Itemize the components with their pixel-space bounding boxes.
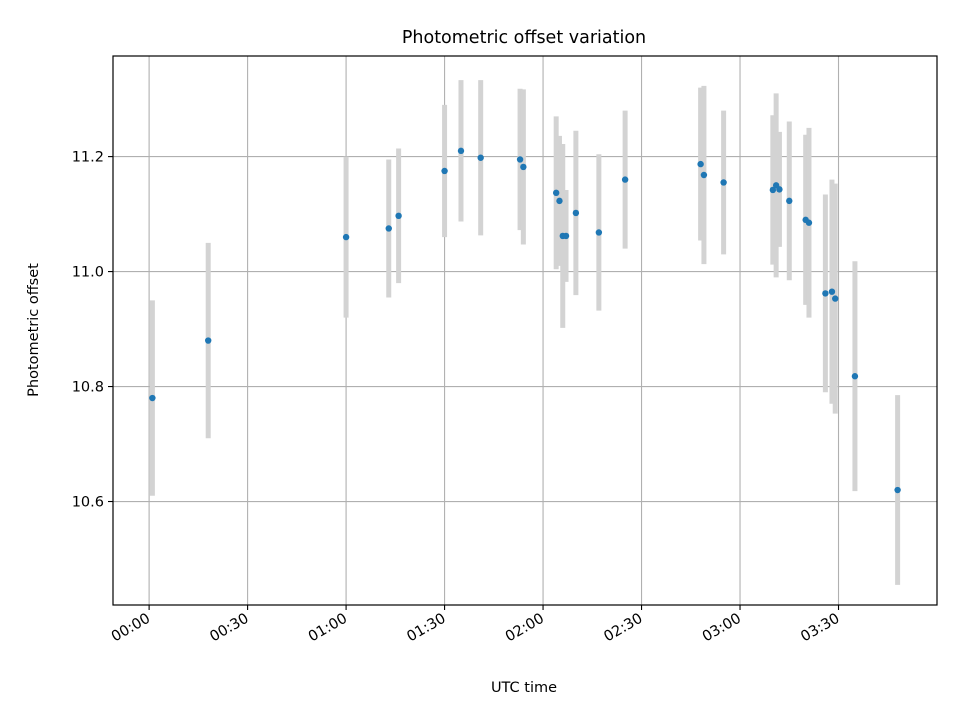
data-points: [149, 147, 901, 494]
y-tick-label: 11.0: [72, 265, 104, 281]
data-point: [572, 209, 580, 217]
y-tick-label: 11.2: [72, 150, 104, 166]
data-point: [822, 290, 829, 297]
x-axis-label: UTC time: [491, 680, 557, 696]
data-point: [894, 486, 901, 494]
data-point: [832, 295, 839, 302]
data-point: [776, 186, 783, 193]
data-point: [595, 229, 603, 236]
data-point: [828, 288, 836, 295]
data-point: [700, 171, 708, 179]
data-point: [441, 167, 448, 175]
data-point: [697, 160, 704, 168]
y-axis-label: Photometric offset: [26, 263, 42, 397]
data-point: [395, 212, 402, 220]
data-point: [786, 197, 793, 205]
data-point: [851, 373, 859, 380]
data-point: [769, 186, 777, 194]
data-point: [720, 179, 727, 186]
data-point: [805, 219, 813, 226]
data-point: [385, 225, 392, 232]
y-tick-label: 10.8: [72, 380, 104, 396]
grid-lines: [113, 56, 937, 605]
data-point: [342, 233, 350, 241]
data-point: [556, 197, 563, 205]
data-point: [520, 163, 527, 171]
data-point: [516, 156, 524, 163]
data-point: [149, 394, 156, 402]
data-point: [205, 337, 212, 344]
y-tick-label: 10.6: [72, 495, 104, 511]
data-point: [621, 176, 629, 183]
plot-area-frame: [112, 55, 938, 606]
chart-title: Photometric offset variation: [402, 28, 646, 48]
data-point: [457, 147, 465, 155]
data-point: [552, 189, 560, 197]
data-point: [477, 154, 484, 161]
data-point: [562, 232, 570, 240]
